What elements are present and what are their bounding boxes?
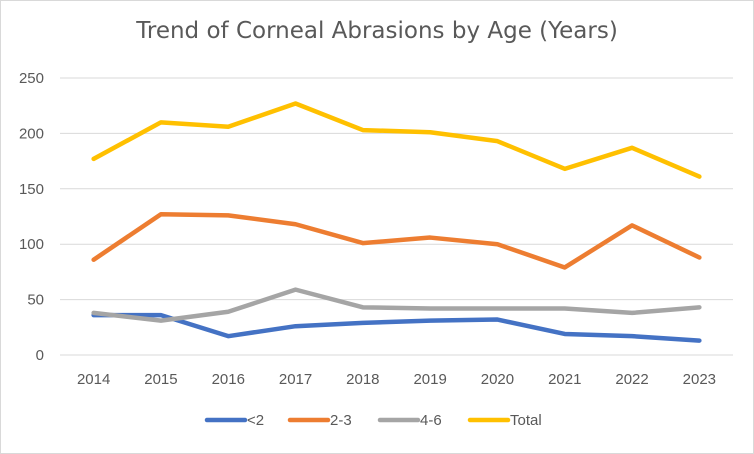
series-line xyxy=(91,312,702,343)
legend-label: <2 xyxy=(247,412,264,429)
series-line xyxy=(91,212,702,270)
y-tick-label: 150 xyxy=(19,181,44,198)
x-tick-label: 2022 xyxy=(615,371,648,388)
legend-label: Total xyxy=(510,412,542,429)
y-tick-label: 100 xyxy=(19,236,44,253)
legend-label: 4-6 xyxy=(420,412,442,429)
y-tick-label: 0 xyxy=(36,347,44,364)
y-tick-label: 250 xyxy=(19,70,44,87)
x-tick-label: 2021 xyxy=(548,371,581,388)
x-tick-label: 2015 xyxy=(144,371,177,388)
x-tick-label: 2018 xyxy=(346,371,379,388)
x-tick-label: 2014 xyxy=(77,371,110,388)
series-line xyxy=(91,101,702,179)
x-tick-label: 2020 xyxy=(481,371,514,388)
y-tick-label: 50 xyxy=(27,292,44,309)
y-axis-ticks: 0 50 100 150 200 250 xyxy=(19,70,44,364)
legend-label: 2-3 xyxy=(330,412,352,429)
chart-title: Trend of Corneal Abrasions by Age (Years… xyxy=(136,18,618,44)
series-lines xyxy=(91,101,702,343)
x-tick-label: 2016 xyxy=(212,371,245,388)
legend: <2 2-3 4-6 Total xyxy=(204,412,542,429)
x-axis-ticks: 2014 2015 2016 2017 2018 2019 2020 2021 2022 2023 xyxy=(77,371,716,388)
x-tick-label: 2019 xyxy=(413,371,446,388)
x-tick-label: 2023 xyxy=(683,371,716,388)
series-line xyxy=(91,287,702,323)
x-tick-label: 2017 xyxy=(279,371,312,388)
y-tick-label: 200 xyxy=(19,125,44,142)
